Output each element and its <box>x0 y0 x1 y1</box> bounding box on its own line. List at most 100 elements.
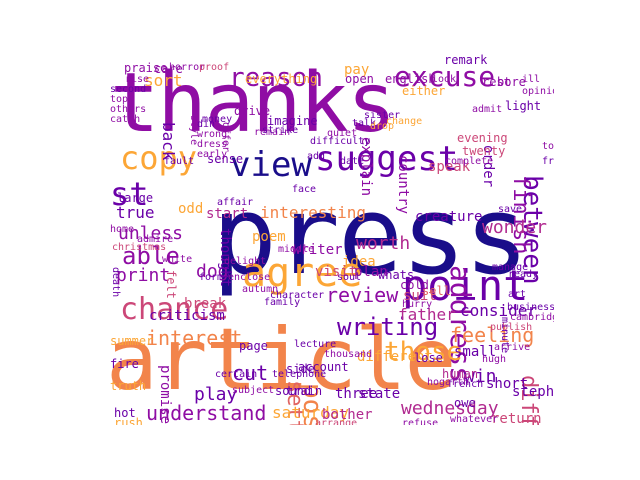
word-art: art <box>508 289 527 300</box>
word-wonder: wonder <box>482 217 548 238</box>
word-autumn: autumn <box>242 284 279 295</box>
word-drive: drive <box>234 104 271 118</box>
word-admit: admit <box>472 104 503 115</box>
word-ill: ill <box>522 74 541 85</box>
word-hurry: hurry <box>402 299 433 310</box>
word-worth: worth <box>356 233 411 254</box>
word-add: add <box>307 151 326 162</box>
word-page: page <box>239 339 268 353</box>
word-summer: summer <box>110 334 154 348</box>
word-true: true <box>116 203 155 222</box>
word-affair: affair <box>217 197 254 208</box>
word-hugh: hugh <box>482 354 507 365</box>
word-pay: pay <box>344 62 370 78</box>
word-fire: fire <box>110 357 139 371</box>
word-start: start <box>206 206 249 222</box>
word-twenty: twenty <box>462 144 506 158</box>
word-country: country <box>395 155 411 215</box>
word-rise: rise <box>125 74 150 85</box>
word-suggest: suggest <box>315 139 459 179</box>
word-christmas: christmas <box>112 242 167 253</box>
word-date: date <box>340 156 365 167</box>
word-poem: poem <box>252 229 286 245</box>
word-complete: complete <box>445 156 494 167</box>
word-home: home <box>110 224 135 235</box>
word-short: short <box>486 376 529 392</box>
word-thousand: thousand <box>324 349 373 360</box>
word-whats: whats <box>378 268 415 282</box>
word-cold: cold <box>400 278 429 292</box>
word-offer: offer <box>220 122 231 153</box>
word-din: din <box>197 119 216 130</box>
word-felt: felt <box>164 270 178 299</box>
word-face: face <box>292 184 317 195</box>
word-death: death <box>110 267 121 298</box>
word-writing: writing <box>337 313 439 341</box>
word-soul: soul <box>337 272 362 283</box>
word-either: either <box>402 84 446 98</box>
word-open: open <box>345 72 374 86</box>
word-interesting: interesting <box>260 203 366 222</box>
word-drop: drop <box>370 121 395 132</box>
word-rest: rest <box>482 75 511 89</box>
word-different: different <box>357 349 433 365</box>
word-proof: proof <box>199 62 230 73</box>
word-money: money <box>202 114 233 125</box>
word-truth: truth <box>110 379 147 393</box>
word-reason: reason <box>229 63 323 93</box>
word-save: save <box>498 204 523 215</box>
word-stephen: stephen <box>512 384 554 400</box>
word-subject: subject <box>232 385 275 396</box>
word-cut: cut <box>232 361 269 385</box>
word-minute: minute <box>499 317 510 354</box>
word-review: review <box>326 283 399 307</box>
word-admire: admire <box>137 234 174 245</box>
word-business: business <box>507 302 554 313</box>
word-criticism: criticism <box>149 308 225 324</box>
word-view: view <box>230 145 312 185</box>
word-publish: publish <box>490 322 533 333</box>
word-train: train <box>286 384 323 398</box>
word-agree: agree <box>242 250 363 296</box>
word-chance: chance <box>120 292 229 327</box>
word-press: press <box>212 174 529 299</box>
word-delight: delight <box>224 256 267 267</box>
word-bore: bore <box>497 75 526 89</box>
word-able: able <box>122 242 180 270</box>
word-return: return <box>491 411 542 425</box>
word-account: account <box>298 360 349 374</box>
word-feeling: feeling <box>450 323 535 347</box>
word-saturday: saturday <box>272 403 350 422</box>
word-family: family <box>264 297 301 308</box>
word-small: small <box>454 344 497 360</box>
word-top: top <box>110 94 129 105</box>
word-human: human <box>442 367 479 381</box>
word-horror: horror <box>169 62 206 73</box>
word-win: win <box>464 366 497 387</box>
word-praise: praise <box>124 61 168 75</box>
word-sell: sell <box>422 284 451 298</box>
word-large: large <box>117 191 154 205</box>
word-odd: odd <box>178 201 204 217</box>
word-play: play <box>194 384 238 405</box>
word-interest: interest <box>146 326 243 350</box>
word-everything: everything <box>245 72 318 86</box>
word-difficulty: difficulty <box>310 136 371 147</box>
word-sister: sister <box>364 110 401 121</box>
word-three: three <box>335 386 378 402</box>
word-early: early <box>197 149 228 160</box>
word-excuse: excuse <box>394 60 496 93</box>
word-fault: fault <box>164 156 195 167</box>
word-remark: remark <box>444 53 488 67</box>
word-white: white <box>162 254 193 265</box>
word-side: side <box>286 362 315 376</box>
word-sense: sense <box>207 152 244 166</box>
word-whatever: whatever <box>450 414 499 425</box>
word-thanks: thanks <box>110 56 396 151</box>
word-sort: sort <box>144 71 183 90</box>
word-break: break <box>184 296 227 312</box>
word-french: french <box>447 379 484 390</box>
word-promise: promise <box>157 365 173 425</box>
word-sound: sound <box>275 384 312 398</box>
word-idea: idea <box>342 254 376 270</box>
